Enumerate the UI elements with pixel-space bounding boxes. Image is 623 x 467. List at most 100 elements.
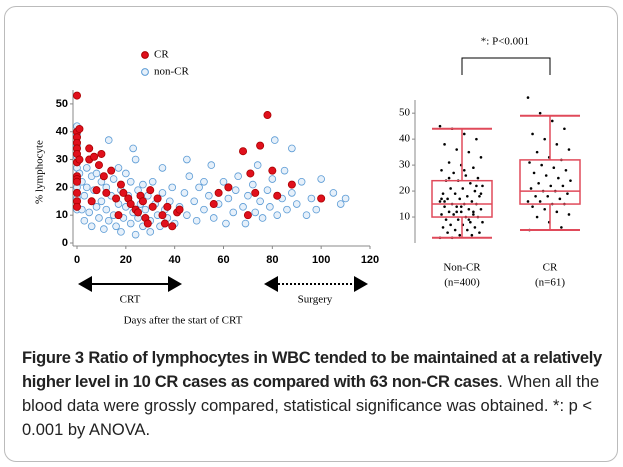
point <box>82 164 91 172</box>
x-tick-label: 100 <box>312 254 330 266</box>
point <box>438 124 442 128</box>
caption-label: Figure 3 <box>22 349 84 367</box>
point <box>443 200 446 203</box>
point <box>466 194 469 198</box>
point <box>109 175 118 183</box>
point <box>567 213 571 216</box>
point <box>452 171 455 175</box>
point <box>288 189 296 197</box>
point <box>529 187 533 190</box>
point <box>458 197 462 201</box>
point <box>92 169 101 178</box>
point <box>564 168 568 172</box>
significance-bracket <box>461 57 551 75</box>
point <box>114 211 123 220</box>
x-tick-label: 60 <box>217 254 229 266</box>
point <box>302 211 311 219</box>
point <box>160 219 169 228</box>
point <box>146 228 155 236</box>
point <box>462 168 466 172</box>
point <box>131 230 140 239</box>
point <box>479 192 483 195</box>
point <box>239 147 248 156</box>
point <box>256 141 265 150</box>
y-tick-label: 50 <box>399 107 411 119</box>
point <box>472 210 475 214</box>
annotation: Surgery <box>298 294 333 306</box>
point <box>183 155 191 164</box>
point <box>239 203 247 211</box>
point <box>464 174 468 177</box>
point <box>266 203 274 211</box>
y-tick-label: 0 <box>62 237 68 249</box>
point <box>100 225 108 233</box>
point <box>317 175 325 183</box>
point <box>200 178 208 186</box>
point <box>543 207 546 211</box>
point <box>175 205 184 214</box>
point <box>453 192 457 195</box>
point <box>73 91 82 100</box>
point <box>122 169 130 178</box>
point <box>283 205 291 214</box>
point <box>134 208 143 217</box>
point <box>209 200 218 209</box>
annotation: CRT <box>120 294 141 306</box>
point <box>569 179 572 182</box>
point <box>440 213 443 216</box>
point <box>107 166 116 175</box>
point <box>452 213 455 216</box>
x-tick-label: CR <box>543 262 558 274</box>
point <box>92 186 101 195</box>
point <box>180 189 189 197</box>
point <box>92 203 101 211</box>
point <box>168 222 177 231</box>
point <box>563 127 566 131</box>
point <box>532 171 536 175</box>
point <box>549 184 553 188</box>
x-tick-label: Non-CR <box>443 262 481 274</box>
point <box>481 184 484 188</box>
point <box>85 208 94 217</box>
point <box>467 150 471 154</box>
point <box>185 172 194 181</box>
point <box>535 215 539 219</box>
point <box>126 219 135 228</box>
figure: % lymphocyte Days after the start of CRT… <box>34 36 581 327</box>
point <box>307 194 316 203</box>
point <box>141 205 150 214</box>
point <box>82 183 91 192</box>
point <box>555 143 559 146</box>
point <box>126 200 135 209</box>
point <box>119 188 128 197</box>
point <box>249 180 257 189</box>
point <box>458 233 462 237</box>
point <box>440 168 443 172</box>
point <box>535 150 539 154</box>
point <box>94 161 103 170</box>
point <box>317 194 326 203</box>
point <box>455 148 458 151</box>
point <box>75 155 84 164</box>
point <box>288 144 296 153</box>
point <box>139 180 147 189</box>
x-tick-label: 0 <box>74 254 80 266</box>
point <box>473 189 477 193</box>
point <box>297 178 306 186</box>
point <box>102 205 111 214</box>
x-tick-label: 120 <box>361 254 379 266</box>
point <box>449 223 452 227</box>
point <box>131 155 140 164</box>
point <box>478 231 481 234</box>
point <box>552 166 556 170</box>
point <box>461 187 465 190</box>
point <box>546 194 550 198</box>
point <box>447 161 451 164</box>
point <box>209 214 218 222</box>
point <box>444 218 448 221</box>
y-tick-label: 30 <box>56 153 68 165</box>
point <box>219 178 228 186</box>
point <box>80 191 89 200</box>
box <box>431 179 493 218</box>
point <box>561 184 565 188</box>
